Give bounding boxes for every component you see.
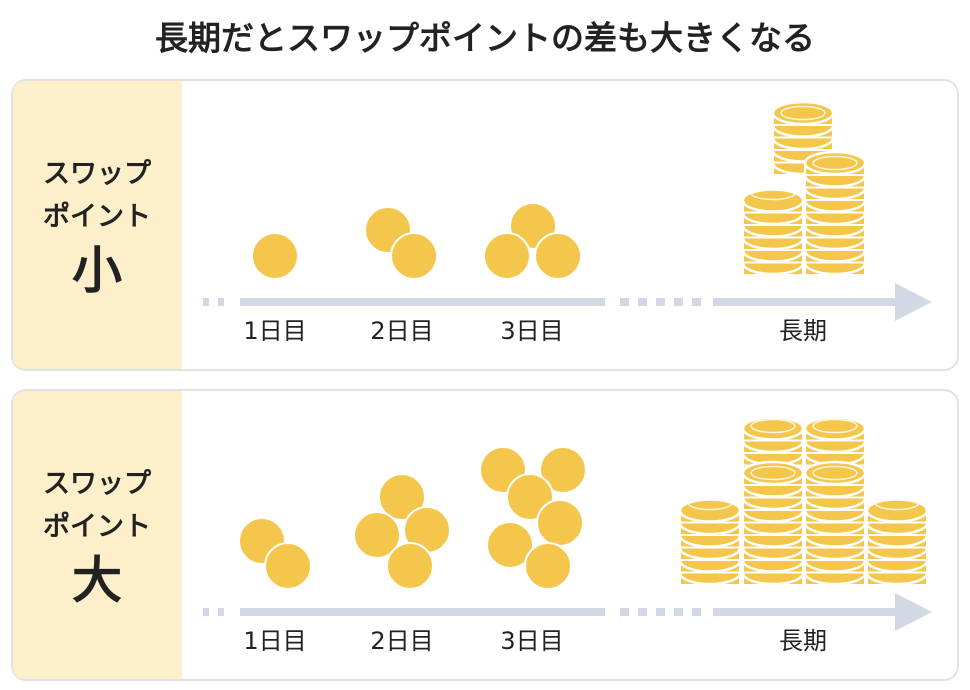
day-label: 2日目 xyxy=(370,627,433,655)
coin xyxy=(534,232,582,280)
timeline-arrow xyxy=(895,593,932,631)
panel-label: スワップ xyxy=(43,469,152,500)
day-label: 長期 xyxy=(779,627,827,655)
stack-coin xyxy=(803,416,867,441)
day-label: 2日目 xyxy=(370,317,433,345)
coin xyxy=(353,511,401,559)
stack-coin xyxy=(803,460,867,486)
stack-coin xyxy=(741,416,805,441)
title: 長期だとスワップポイントの差も大きくなる xyxy=(155,19,815,58)
stack-coin xyxy=(865,498,929,523)
coin-rim xyxy=(812,155,858,171)
panel xyxy=(11,389,959,681)
timeline-arrow xyxy=(895,283,932,321)
coin xyxy=(378,473,426,521)
coin xyxy=(536,499,584,547)
coin-rim xyxy=(750,185,796,201)
stack-coin xyxy=(771,100,835,126)
day-label: 3日目 xyxy=(500,627,563,655)
coin xyxy=(539,446,587,494)
panel-label: ポイント xyxy=(43,202,151,233)
day-label: 3日目 xyxy=(500,317,563,345)
stack-coin xyxy=(803,150,867,176)
day-label: 1日目 xyxy=(243,317,306,345)
day-label: 1日目 xyxy=(243,627,306,655)
panel-label-bg xyxy=(13,391,182,679)
coin-rim xyxy=(874,495,920,511)
panel-label-size: 小 xyxy=(72,242,122,300)
day-label: 長期 xyxy=(779,317,827,345)
coin xyxy=(486,521,534,569)
stack-coin xyxy=(678,498,742,523)
coin-rim xyxy=(750,465,796,481)
coin xyxy=(264,542,312,590)
coin-rim xyxy=(812,465,858,481)
panel xyxy=(11,79,959,371)
panel-label-size: 大 xyxy=(72,552,122,610)
panel-label: スワップ xyxy=(43,159,152,190)
coin xyxy=(251,232,299,280)
panel-label-bg xyxy=(13,81,182,369)
coin xyxy=(524,542,572,590)
stack-coin xyxy=(741,460,805,486)
coin xyxy=(390,232,438,280)
coin xyxy=(386,542,434,590)
coin-rim xyxy=(780,105,826,121)
coin-rim xyxy=(812,418,858,434)
panel-label: ポイント xyxy=(43,512,151,543)
coin-rim xyxy=(687,495,733,511)
coin-rim xyxy=(750,418,796,434)
stack-coin xyxy=(741,188,805,213)
coin xyxy=(483,232,531,280)
